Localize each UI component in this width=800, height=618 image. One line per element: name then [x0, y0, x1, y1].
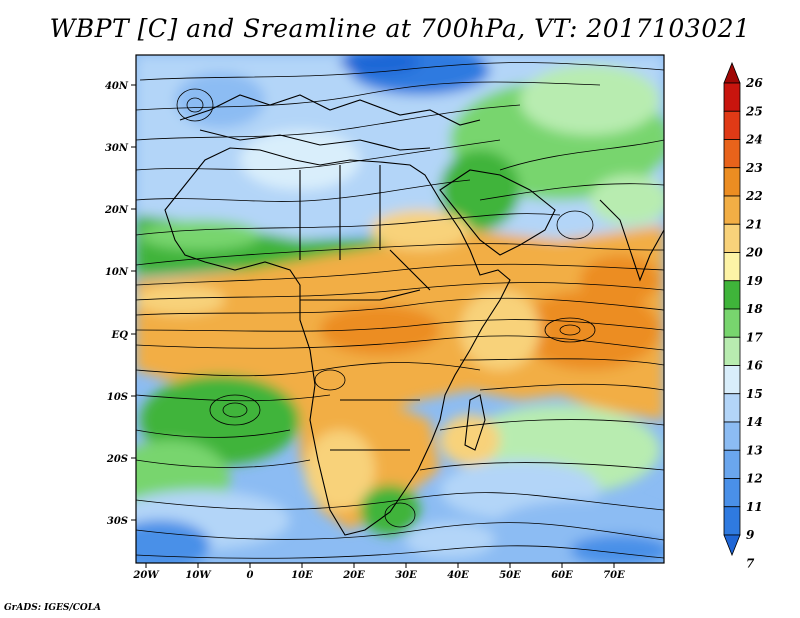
coastlines: [164, 94, 664, 536]
y-axis-labels: 40N 30N 20N 10N EQ 10S 20S 30S: [104, 81, 129, 527]
x-tick-label: 70E: [603, 570, 625, 581]
y-tick-label: 40N: [105, 81, 129, 92]
y-tick-label: EQ: [111, 330, 129, 341]
x-tick-label: 20E: [342, 570, 365, 581]
x-axis-labels: 20W 10W 0 10E 20E 30E 40E 50E 60E 70E: [132, 570, 625, 581]
x-tick-label: 0: [247, 570, 254, 581]
y-tick-label: 30S: [107, 516, 128, 527]
colorbar-swatch: [723, 139, 741, 169]
colorbar-label: 24: [745, 133, 763, 147]
colorbar-label: 9: [746, 528, 755, 542]
colorbar-label: 23: [745, 161, 763, 175]
colorbar-label: 20: [745, 246, 763, 260]
colorbar-label: 26: [745, 76, 763, 90]
wbpt-shading: [136, 55, 664, 563]
y-tick-label: 10N: [105, 267, 129, 278]
colorbar-bottom-arrow: [723, 534, 741, 557]
colorbar-swatch: [723, 280, 741, 310]
colorbar-label: 11: [746, 500, 763, 514]
y-tick-label: 30N: [105, 143, 129, 154]
colorbar-label: 12: [746, 472, 763, 486]
colorbar-swatch: [723, 252, 741, 282]
x-tick-label: 30E: [395, 570, 417, 581]
colorbar-swatch: [723, 365, 741, 395]
x-tick-label: 40E: [447, 570, 469, 581]
colorbar-label: 18: [746, 302, 763, 316]
colorbar-swatch: [723, 308, 741, 338]
x-tick-label: 60E: [551, 570, 573, 581]
colorbar-swatch: [723, 478, 741, 508]
colorbar-top-arrow: [723, 61, 741, 84]
chart-title: WBPT [C] and Sreamline at 700hPa, VT: 20…: [49, 14, 751, 43]
x-tick-label: 50E: [499, 570, 521, 581]
x-tick-label: 20W: [132, 570, 160, 581]
y-tick-label: 20N: [104, 205, 129, 216]
map-frame: [135, 54, 665, 564]
colorbar-swatch: [723, 167, 741, 197]
colorbar-swatch: [723, 223, 741, 253]
credit-text: GrADS: IGES/COLA: [4, 603, 102, 613]
axis-ticks: [131, 84, 615, 568]
colorbar-label: 14: [746, 415, 763, 429]
colorbar-swatch: [723, 393, 741, 423]
colorbar-swatch: [723, 336, 741, 366]
colorbar-label: 21: [745, 217, 763, 231]
colorbar-label: 15: [746, 387, 763, 401]
x-tick-label: 10E: [291, 570, 313, 581]
colorbar-swatch: [723, 195, 741, 225]
y-tick-label: 20S: [106, 454, 128, 465]
colorbar-label: 17: [746, 330, 763, 344]
colorbar-swatch: [723, 421, 741, 451]
colorbar-label: 7: [746, 556, 755, 570]
colorbar-label: 22: [745, 189, 763, 203]
streamlines: [136, 62, 664, 559]
colorbar-swatch: [723, 506, 741, 536]
colorbar-label: 25: [745, 104, 763, 118]
colorbar: 26 25 24 23 22 21 20 19 18 17 16 15 14 13 12 11 9 7: [723, 61, 763, 570]
x-tick-label: 10W: [185, 570, 212, 581]
y-tick-label: 10S: [107, 392, 128, 403]
colorbar-swatch: [723, 110, 741, 140]
colorbar-swatch: [723, 82, 741, 112]
colorbar-label: 19: [746, 274, 763, 288]
colorbar-label: 16: [746, 359, 763, 373]
colorbar-swatch: [723, 449, 741, 479]
colorbar-label: 13: [746, 443, 763, 457]
